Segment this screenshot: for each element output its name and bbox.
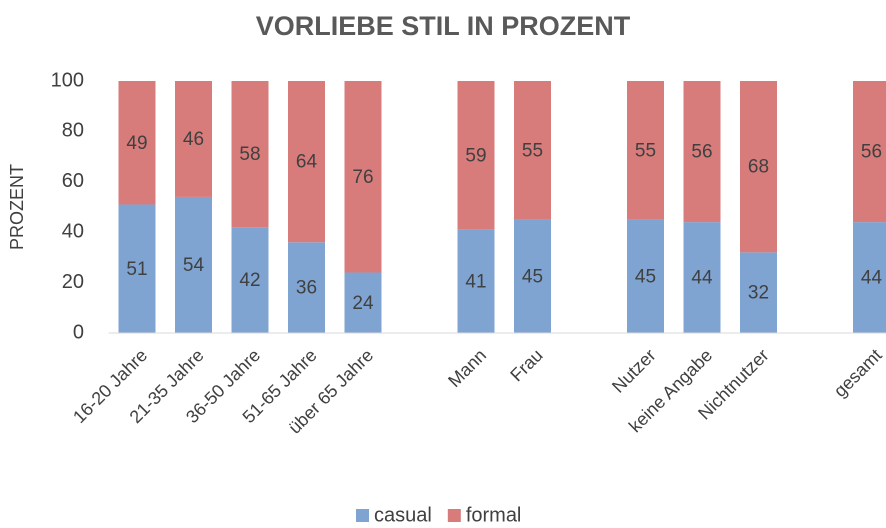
data-label: 49 bbox=[126, 133, 147, 154]
data-label: 36 bbox=[296, 278, 317, 299]
y-tick-label: 100 bbox=[51, 69, 84, 91]
x-tick-label: Frau bbox=[506, 345, 546, 385]
data-label: 55 bbox=[635, 140, 656, 161]
data-label: 46 bbox=[183, 129, 204, 150]
data-label: 45 bbox=[635, 266, 656, 287]
y-tick-label: 60 bbox=[62, 170, 84, 192]
data-label: 68 bbox=[748, 157, 769, 178]
bar-segment bbox=[514, 219, 551, 333]
bar-segment bbox=[175, 196, 212, 333]
data-label: 44 bbox=[691, 268, 713, 289]
y-axis-label: PROZENT bbox=[7, 164, 27, 250]
legend-swatch bbox=[447, 509, 461, 522]
y-tick-label: 0 bbox=[73, 321, 84, 343]
bar-segment bbox=[175, 81, 212, 197]
bar-segment bbox=[118, 204, 156, 333]
data-label: 51 bbox=[126, 259, 147, 280]
bar-segment bbox=[627, 219, 664, 333]
bar-segment bbox=[853, 222, 886, 333]
bar-segment bbox=[231, 81, 269, 228]
data-label: 41 bbox=[465, 271, 486, 292]
bar-segment bbox=[118, 81, 156, 205]
data-label: 56 bbox=[691, 142, 712, 163]
data-label: 42 bbox=[239, 270, 260, 291]
bar-segment bbox=[740, 252, 777, 333]
data-label: 76 bbox=[352, 167, 373, 188]
legend-label: casual bbox=[374, 504, 432, 526]
bar-segment bbox=[457, 81, 495, 230]
data-label: 32 bbox=[748, 283, 769, 304]
x-tick-label: Mann bbox=[444, 345, 490, 391]
data-label: 56 bbox=[861, 142, 882, 163]
y-tick-label: 80 bbox=[62, 120, 84, 142]
chart-title: VORLIEBE STIL IN PROZENT bbox=[256, 11, 631, 41]
data-label: 59 bbox=[465, 145, 486, 166]
data-label: 58 bbox=[239, 144, 260, 165]
bar-segment bbox=[344, 272, 382, 333]
bar-segment bbox=[457, 229, 495, 333]
bar-segment bbox=[288, 81, 325, 243]
x-tick-label: Nutzer bbox=[608, 345, 660, 397]
data-label: 55 bbox=[522, 140, 543, 161]
bar-segment bbox=[683, 222, 721, 333]
bar-segment bbox=[231, 227, 269, 333]
data-label: 64 bbox=[296, 152, 318, 173]
legend-swatch bbox=[356, 509, 369, 522]
data-label: 45 bbox=[522, 266, 543, 287]
bar-segment bbox=[853, 81, 886, 223]
data-label: 54 bbox=[183, 255, 205, 276]
y-tick-label: 40 bbox=[62, 220, 84, 242]
bar-segment bbox=[344, 81, 382, 273]
bar-segment bbox=[740, 81, 777, 253]
y-tick-label: 20 bbox=[62, 271, 84, 293]
bar-segment bbox=[288, 242, 325, 333]
legend-label: formal bbox=[466, 504, 522, 526]
bar-segment bbox=[627, 81, 664, 220]
bar-segment bbox=[683, 81, 721, 223]
data-label: 44 bbox=[861, 268, 883, 289]
x-tick-label: gesamt bbox=[830, 345, 886, 401]
data-label: 24 bbox=[352, 293, 374, 314]
bar-segment bbox=[514, 81, 551, 220]
